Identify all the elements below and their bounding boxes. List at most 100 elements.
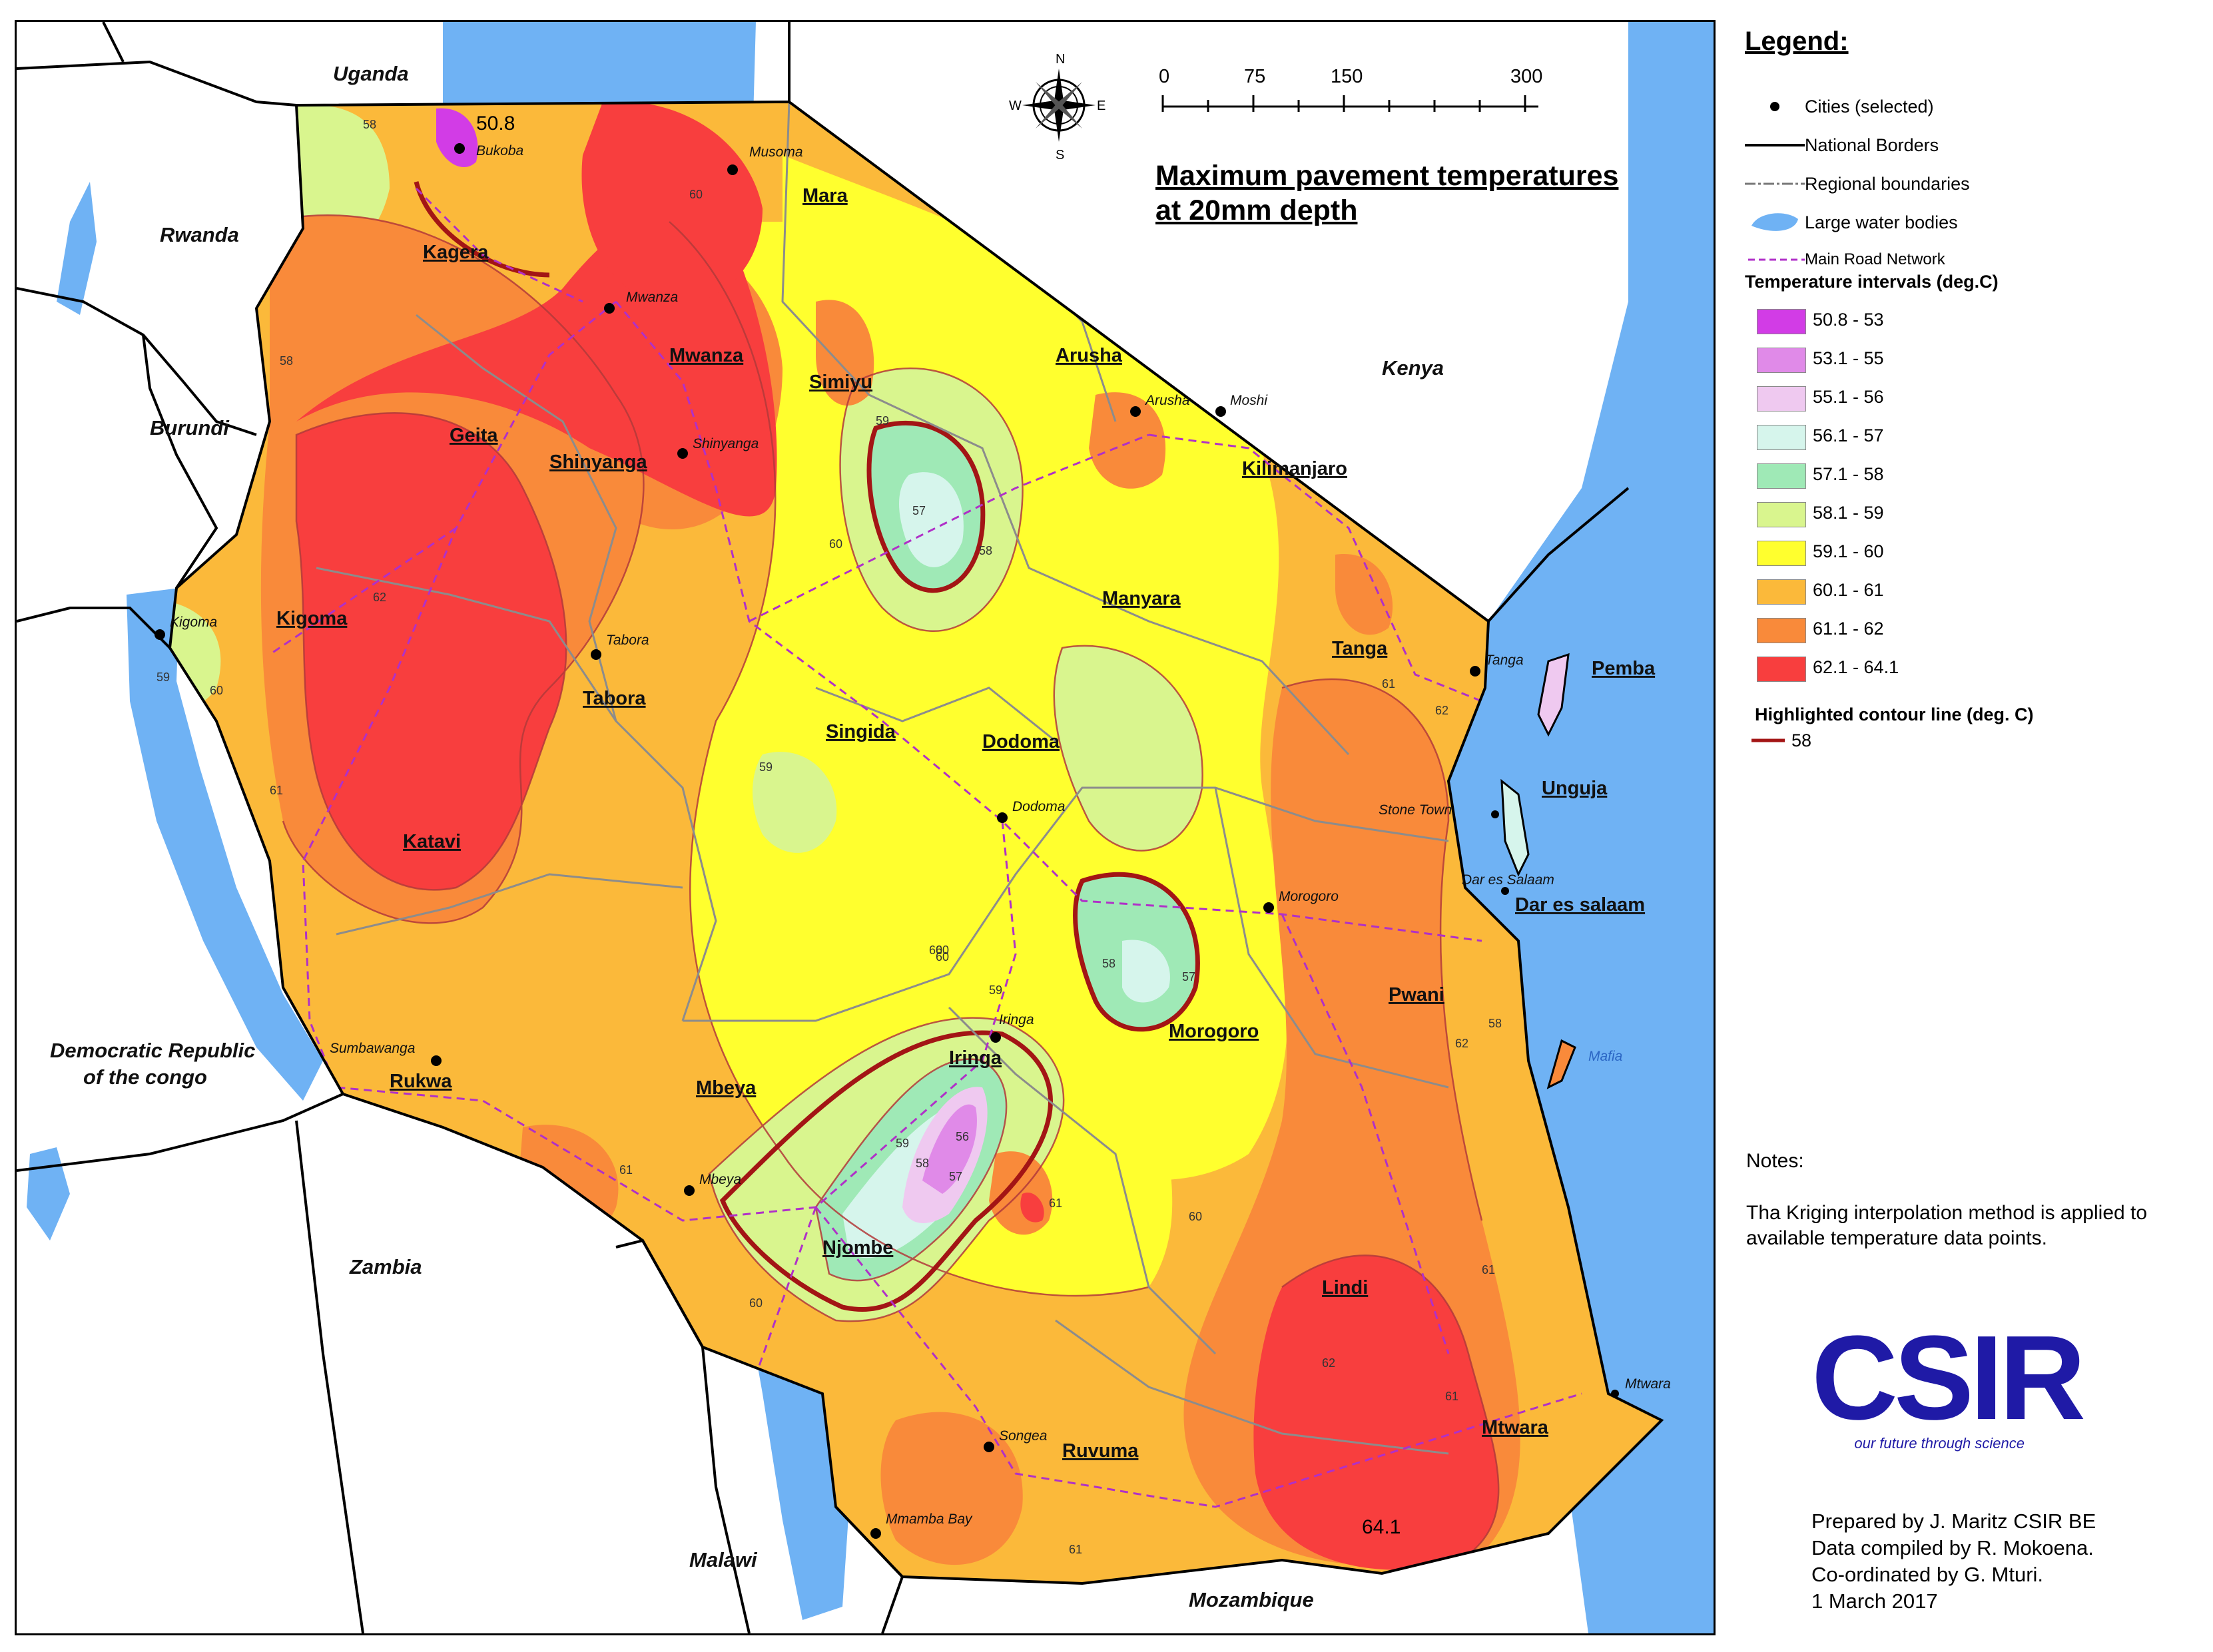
contour-label: 57 (912, 504, 926, 517)
color-swatch (1745, 654, 1806, 682)
water-body-icon (1745, 209, 1805, 236)
contour-label: 58 (916, 1157, 929, 1170)
city-label: Bukoba (476, 143, 523, 158)
contour-label: 62 (1322, 1356, 1335, 1370)
contour-label: 59 (876, 414, 889, 427)
legend-label: 59.1 - 60 (1813, 541, 1884, 561)
legend-interval-item: 59.1 - 60 (1745, 538, 1884, 566)
legend-interval-item: 53.1 - 55 (1745, 345, 1884, 373)
contour-label: 61 (1049, 1197, 1062, 1210)
contour-label: 60 (829, 537, 842, 551)
region-label: Geita (450, 425, 498, 446)
color-swatch (1745, 615, 1806, 643)
notes-line: Tha Kriging interpolation method is appl… (1746, 1202, 2148, 1224)
contour-label: 57 (949, 1170, 962, 1183)
regional-boundary-icon (1745, 170, 1805, 197)
swatch-fill (1757, 309, 1806, 334)
contour-label: 59 (157, 671, 170, 684)
city-label: Iringa (999, 1012, 1034, 1027)
country-label: Democratic Republic (50, 1039, 255, 1062)
credit-line: 1 March 2017 (1811, 1589, 1938, 1613)
intervals-title: Temperature intervals (deg.C) (1745, 272, 1999, 292)
legend-label: 58 (1791, 730, 1812, 750)
legend-label: Regional boundaries (1805, 173, 1970, 194)
legend-title: Legend: (1745, 27, 1849, 56)
contour-label: 61 (1069, 1543, 1082, 1556)
scale-tick-label: 150 (1331, 66, 1363, 87)
city-label: Mafia (1588, 1049, 1622, 1064)
country-label: Uganda (333, 62, 409, 85)
city-label: Morogoro (1279, 889, 1339, 904)
swatch-fill (1757, 657, 1806, 682)
country-label: Malawi (689, 1548, 758, 1571)
legend-interval-item: 61.1 - 62 (1745, 615, 1884, 643)
scale-bar: 0 75 150 300 Kilometers (1159, 65, 1639, 119)
contour-label: 61 (1382, 677, 1395, 690)
legend-item-water: Large water bodies (1745, 209, 1958, 236)
color-swatch (1745, 422, 1806, 450)
city-label: Tanga (1485, 653, 1524, 668)
color-swatch (1745, 538, 1806, 566)
legend-interval-item: 58.1 - 59 (1745, 499, 1884, 527)
city-label: Mbeya (699, 1172, 741, 1187)
compass-n: N (1056, 52, 1065, 67)
legend-interval-item: 57.1 - 58 (1745, 461, 1884, 489)
country-label: Mozambique (1189, 1588, 1314, 1611)
city-label: Stone Town (1379, 802, 1452, 818)
unguja-island (1500, 778, 1530, 877)
legend-label: 53.1 - 55 (1813, 348, 1884, 368)
country-label: of the congo (83, 1065, 207, 1089)
contour-label: 61 (1482, 1263, 1495, 1276)
city-label: Shinyanga (693, 436, 759, 451)
swatch-fill (1757, 618, 1806, 643)
legend-label: Large water bodies (1805, 212, 1958, 232)
contour-label: 60 (210, 684, 223, 697)
region-label: Ruvuma (1062, 1440, 1139, 1462)
logo-text: CSIR (1811, 1311, 2086, 1445)
legend-label: 60.1 - 61 (1813, 579, 1884, 600)
swatch-fill (1757, 425, 1806, 450)
csir-logo: CSIR our future through science (1811, 1311, 2086, 1475)
contour-label: 57 (1182, 970, 1195, 983)
contour-label: 58 (979, 544, 992, 557)
country-label: Rwanda (160, 223, 239, 246)
compass-rose-icon: N S E W (1009, 52, 1106, 162)
legend: Legend: Cities (selected) National Borde… (1732, 27, 2204, 1625)
country-label: Zambia (349, 1255, 422, 1278)
color-swatch (1745, 577, 1806, 605)
highlight-contour-icon (1745, 727, 1791, 754)
logo-tagline: our future through science (1854, 1435, 2025, 1452)
region-label: Tabora (583, 688, 646, 709)
road-line-icon (1745, 246, 1805, 273)
country-label: Kenya (1382, 356, 1444, 380)
contour-label: 59 (759, 760, 773, 774)
country-labels: Uganda Rwanda Burundi Kenya Democratic R… (50, 62, 1444, 1611)
contour-label: 61 (1445, 1390, 1458, 1403)
color-swatch (1745, 461, 1806, 489)
city-label: Tabora (606, 633, 649, 648)
scale-tick-label: 75 (1244, 66, 1265, 87)
legend-label: 50.8 - 53 (1813, 309, 1884, 330)
scale-tick-label: 0 (1159, 66, 1169, 87)
swatch-fill (1757, 348, 1806, 373)
legend-label: Main Road Network (1805, 250, 1945, 268)
legend-label: 57.1 - 58 (1813, 463, 1884, 484)
legend-label: 62.1 - 64.1 (1813, 657, 1899, 677)
region-label: Unguja (1542, 778, 1608, 799)
contour-label: 58 (1488, 1017, 1502, 1030)
region-label: Singida (826, 721, 896, 742)
legend-item-roads: Main Road Network (1745, 246, 1945, 273)
region-label: Mbeya (696, 1077, 757, 1099)
region-labels: Kagera Mara Mwanza Simiyu Arusha Kiliman… (276, 185, 1656, 1462)
contour-label: 59 (989, 983, 1002, 997)
city-label: Kigoma (170, 615, 217, 630)
color-swatch (1745, 384, 1806, 412)
swatch-fill (1757, 541, 1806, 566)
contour-label: 60 (689, 188, 703, 201)
contour-label: 56 (956, 1130, 969, 1143)
legend-label: National Borders (1805, 135, 1939, 155)
contour-labels: 58 58 60 62 59 61 60 59 57 58 60 62 61 6… (157, 118, 1502, 1556)
legend-item-regional: Regional boundaries (1745, 170, 1970, 197)
credit-line: Data compiled by R. Mokoena. (1811, 1536, 2094, 1559)
max-value-label: 64.1 (1362, 1516, 1401, 1538)
